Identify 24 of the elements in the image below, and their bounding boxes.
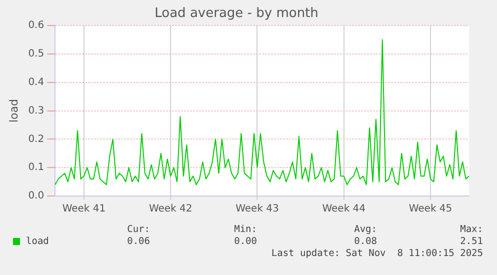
y-tick-label: 0.1: [28, 162, 44, 174]
y-tick-label: 0.0: [28, 190, 44, 202]
text: 2.51: [460, 236, 483, 247]
text: Max:: [460, 224, 483, 235]
y-tick-label: 0.5: [28, 48, 44, 60]
x-tick-label: Week 43: [236, 204, 279, 215]
y-axis-title: load: [7, 99, 20, 123]
x-tick-label: Week 41: [62, 204, 106, 215]
y-tick-label: 0.3: [28, 105, 44, 116]
y-tick-label: 0.6: [28, 20, 44, 32]
chart-title: Load average - by month: [154, 6, 318, 22]
x-tick-label: Week 44: [322, 204, 366, 215]
y-tick-label: 0.4: [28, 76, 44, 88]
text: Cur:: [127, 224, 150, 235]
text: Min:: [234, 224, 257, 235]
text: 0.06: [127, 236, 150, 247]
text: 0.00: [234, 236, 257, 247]
text: Last update: Sat Nov 8 11:00:15 2025: [271, 248, 483, 259]
legend-label: load: [26, 236, 49, 247]
text: 0.08: [354, 236, 377, 247]
y-tick-label: 0.2: [28, 134, 44, 145]
x-tick-label: Week 42: [148, 204, 192, 215]
text: Avg:: [354, 224, 377, 235]
x-tick-label: Week 45: [408, 204, 452, 215]
